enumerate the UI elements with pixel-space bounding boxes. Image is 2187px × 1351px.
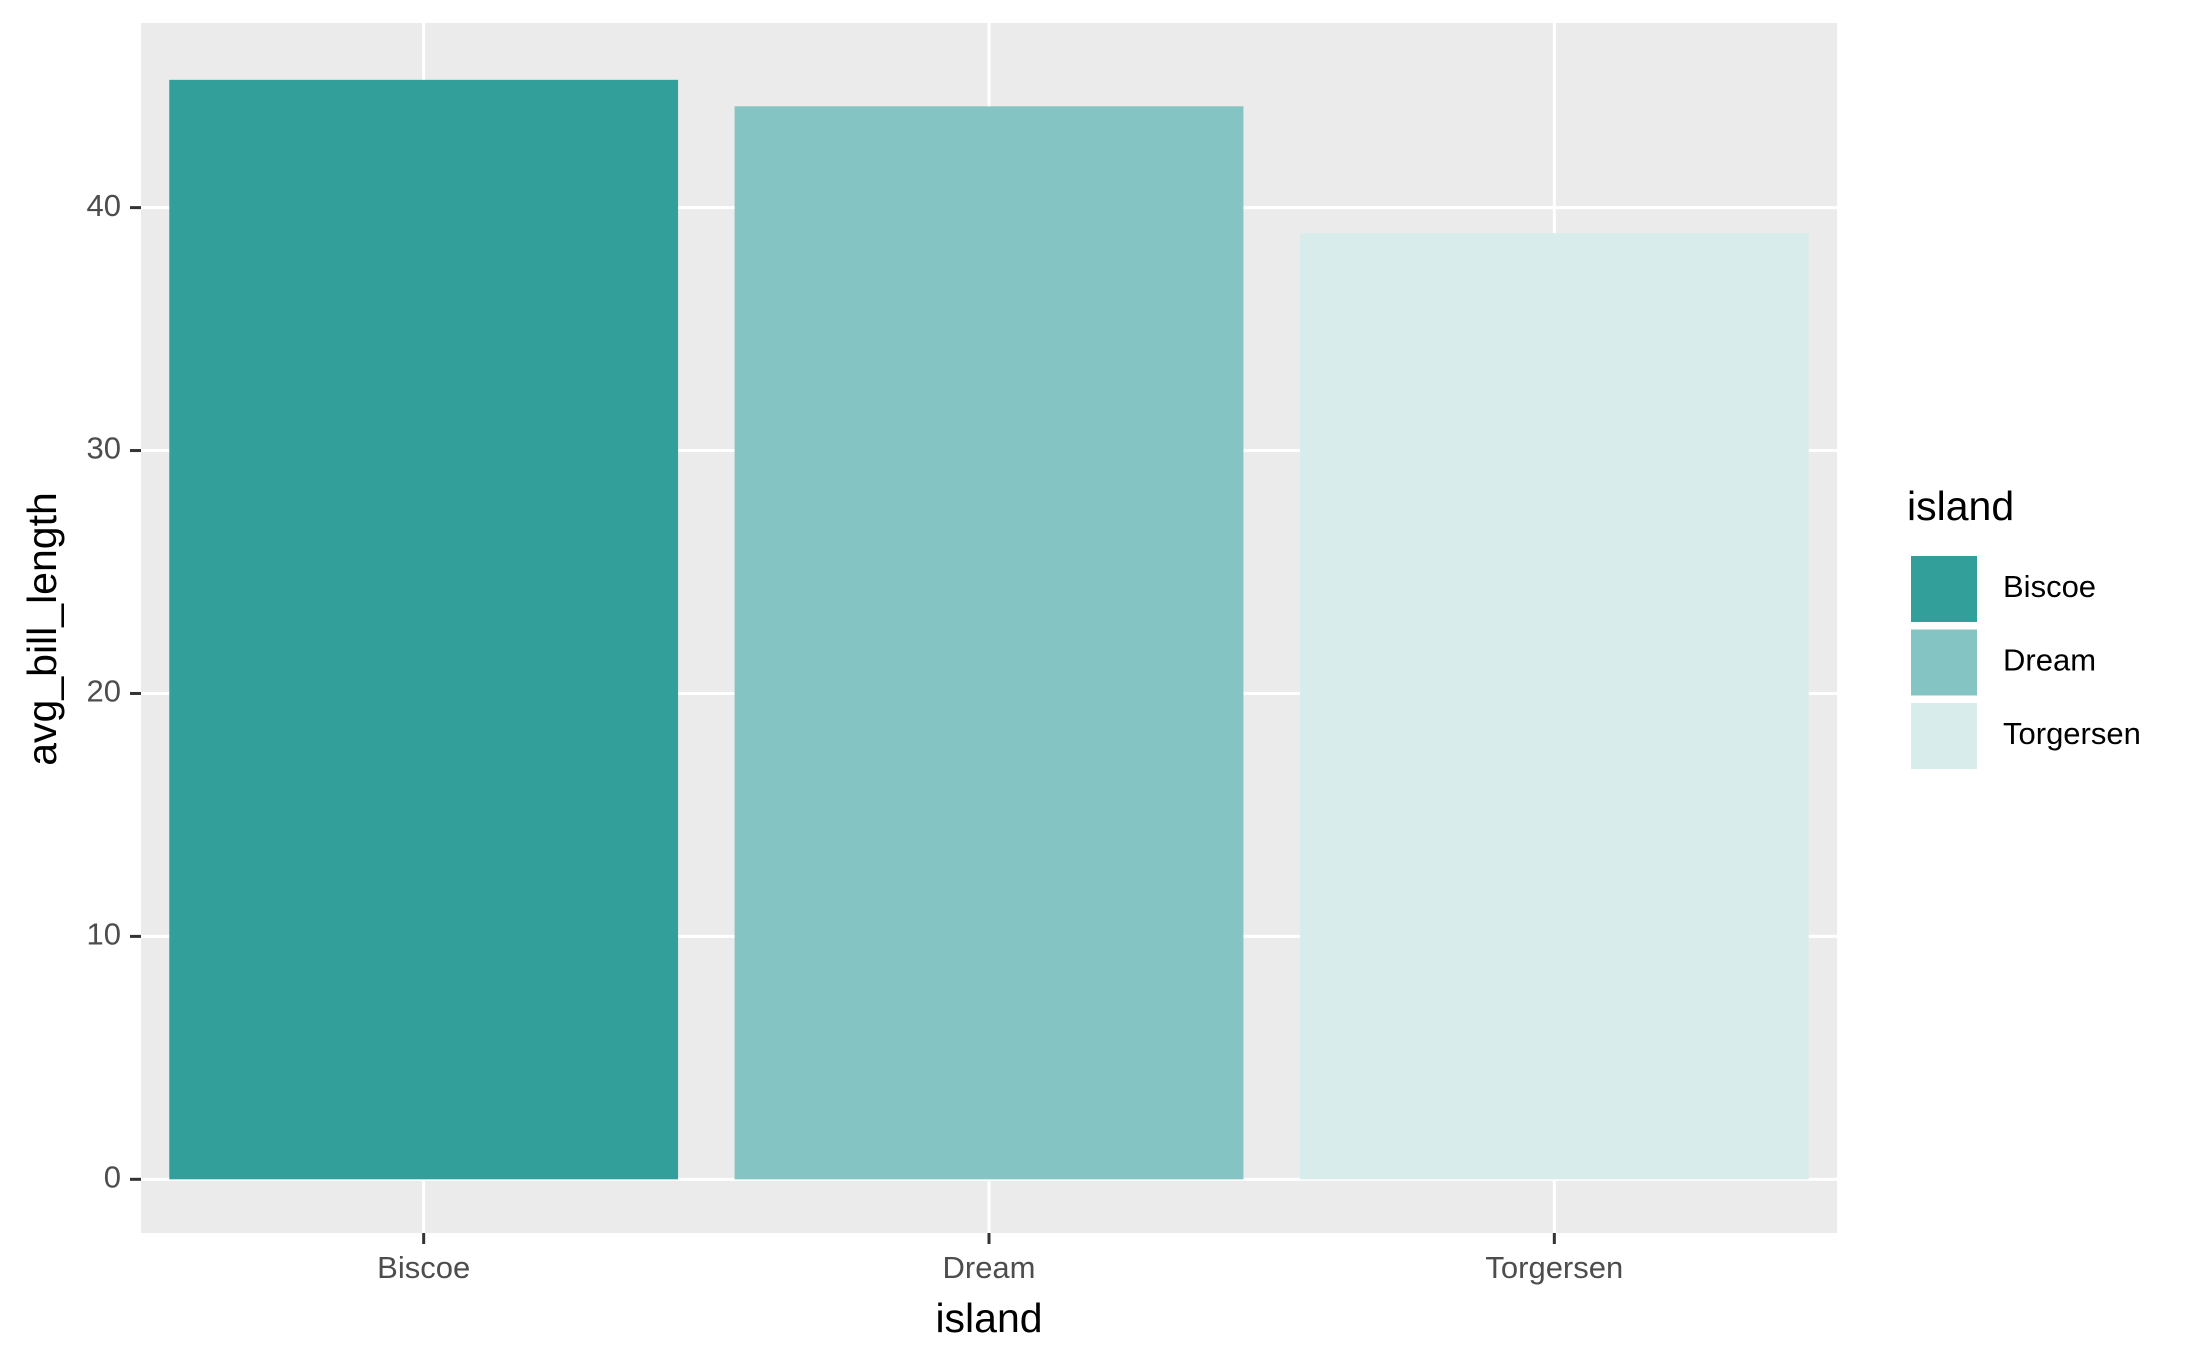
legend-key — [1909, 627, 1979, 698]
legend-key — [1909, 701, 1979, 771]
y-tick-label: 40 — [87, 188, 121, 223]
y-tick-label: 10 — [87, 917, 121, 952]
legend-label: Biscoe — [2003, 569, 2096, 604]
legend-label: Torgersen — [2003, 716, 2141, 751]
x-tick-label: Biscoe — [377, 1250, 470, 1285]
legend-label: Dream — [2003, 643, 2096, 678]
legend-title: island — [1907, 483, 2014, 529]
legend-key — [1909, 554, 1979, 624]
bar — [169, 79, 679, 1180]
bar — [734, 106, 1244, 1180]
bar — [1299, 233, 1809, 1180]
y-tick-label: 20 — [87, 674, 121, 709]
x-tick-label: Dream — [942, 1250, 1035, 1285]
y-tick-label: 0 — [104, 1160, 121, 1195]
y-tick-label: 30 — [87, 431, 121, 466]
x-axis-title: island — [935, 1295, 1042, 1341]
y-axis-title: avg_bill_length — [19, 492, 65, 766]
x-tick-label: Torgersen — [1485, 1250, 1623, 1285]
